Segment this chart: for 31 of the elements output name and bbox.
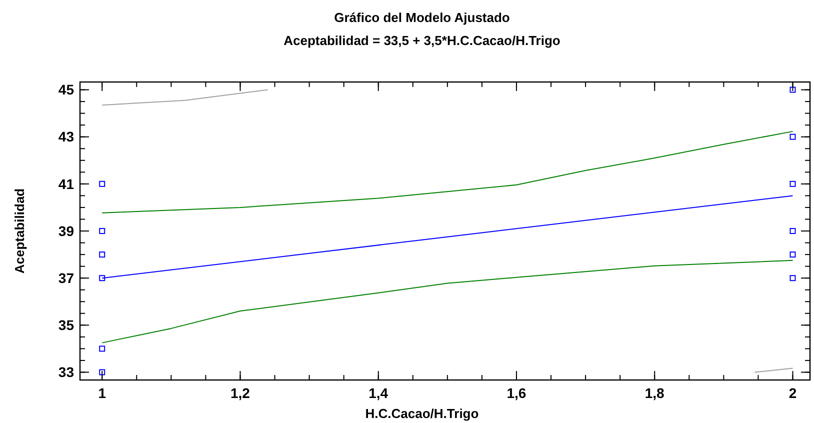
line-series <box>102 260 794 344</box>
point <box>99 180 106 187</box>
point <box>99 252 106 258</box>
point <box>790 228 796 234</box>
x-tick-label: 1 <box>98 385 106 401</box>
y-tick-label: 41 <box>58 176 74 192</box>
chart-title: Gráfico del Modelo Ajustado <box>334 10 510 25</box>
x-axis-title: H.C.Cacao/H.Trigo <box>365 406 479 421</box>
y-tick-label: 37 <box>58 270 74 286</box>
point <box>790 252 796 258</box>
y-tick-label: 43 <box>58 128 74 145</box>
y-tick-label: 35 <box>58 317 74 334</box>
y-tick-label: 45 <box>58 82 74 98</box>
x-tick-label: 1,6 <box>506 385 526 401</box>
point <box>99 369 106 376</box>
line-series <box>102 130 794 214</box>
x-tick-label: 1,4 <box>368 385 388 401</box>
chart-subtitle: Aceptabilidad = 33,5 + 3,5*H.C.Cacao/H.Trigo <box>284 33 560 48</box>
point <box>790 86 796 93</box>
x-tick-label: 1,2 <box>230 385 250 401</box>
y-tick-label: 39 <box>58 222 74 239</box>
x-tick-label: 2 <box>788 385 797 401</box>
y-tick-label: 33 <box>58 364 74 380</box>
point <box>790 275 796 282</box>
point <box>99 346 106 352</box>
point <box>99 275 106 282</box>
point <box>99 228 106 234</box>
y-axis-title: Aceptabilidad <box>12 188 27 274</box>
point <box>790 180 796 187</box>
x-tick-label: 1,8 <box>644 385 665 401</box>
point <box>790 134 796 140</box>
